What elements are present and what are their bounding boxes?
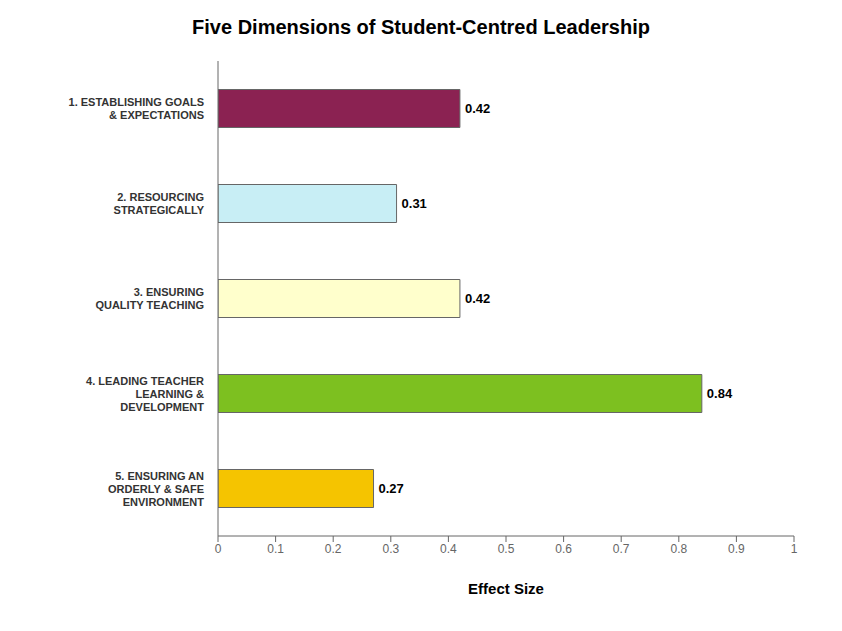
svg-text:5. ENSURING ANORDERLY & SAFEEN: 5. ENSURING ANORDERLY & SAFEENVIRONMENT [108, 470, 204, 508]
svg-text:0.42: 0.42 [465, 101, 490, 116]
svg-text:0.7: 0.7 [613, 542, 630, 556]
svg-text:0.3: 0.3 [382, 542, 399, 556]
svg-text:1. ESTABLISHING GOALS& EXPECTA: 1. ESTABLISHING GOALS& EXPECTATIONS [69, 96, 204, 121]
svg-text:3. ENSURINGQUALITY TEACHING: 3. ENSURINGQUALITY TEACHING [95, 286, 204, 311]
svg-text:2. RESOURCINGSTRATEGICALLY: 2. RESOURCINGSTRATEGICALLY [114, 191, 205, 216]
svg-text:0.5: 0.5 [498, 542, 515, 556]
svg-text:4. LEADING TEACHERLEARNING &DE: 4. LEADING TEACHERLEARNING &DEVELOPMENT [86, 375, 204, 413]
svg-text:0: 0 [215, 542, 222, 556]
svg-text:0.9: 0.9 [728, 542, 745, 556]
svg-text:0.42: 0.42 [465, 291, 490, 306]
svg-text:0.6: 0.6 [555, 542, 572, 556]
html-text:Five Dimensions of Student-Cen: Five Dimensions of Student-Centred Leade… [192, 16, 650, 38]
svg-text:0.2: 0.2 [325, 542, 342, 556]
svg-text:0.27: 0.27 [379, 481, 404, 496]
svg-text:0.4: 0.4 [440, 542, 457, 556]
svg-text:0.31: 0.31 [402, 196, 427, 211]
svg-text:0.8: 0.8 [670, 542, 687, 556]
svg-text:0.1: 0.1 [267, 542, 284, 556]
svg-text:Effect Size: Effect Size [468, 580, 544, 597]
svg-text:0.84: 0.84 [707, 386, 733, 401]
svg-text:1: 1 [791, 542, 798, 556]
